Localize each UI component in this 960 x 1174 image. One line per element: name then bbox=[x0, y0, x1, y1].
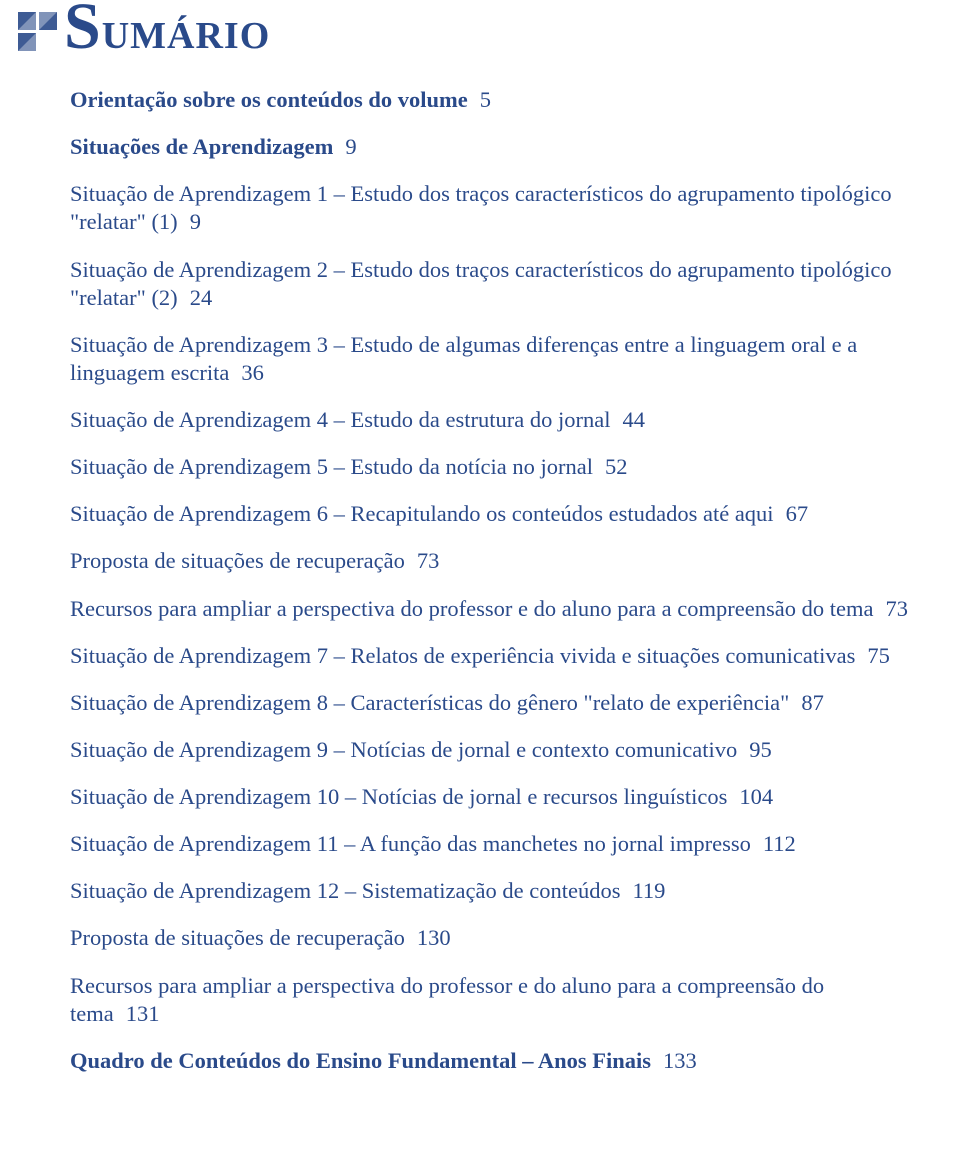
toc-entry: Situação de Aprendizagem 6 – Recapitulan… bbox=[70, 500, 916, 528]
toc-entry: Quadro de Conteúdos do Ensino Fundamenta… bbox=[70, 1047, 916, 1075]
toc-entry-text: Situação de Aprendizagem 4 – Estudo da e… bbox=[70, 407, 610, 432]
toc-list: Orientação sobre os conteúdos do volume 5… bbox=[70, 86, 916, 1075]
toc-entry-page: 73 bbox=[417, 548, 440, 573]
toc-entry: Situação de Aprendizagem 1 – Estudo dos … bbox=[70, 180, 916, 236]
toc-entry: Situação de Aprendizagem 9 – Notícias de… bbox=[70, 736, 916, 764]
toc-entry-text: Recursos para ampliar a perspectiva do p… bbox=[70, 973, 824, 1026]
toc-entry-page: 131 bbox=[126, 1001, 160, 1026]
toc-entry-page: 87 bbox=[801, 690, 824, 715]
toc-entry: Situação de Aprendizagem 4 – Estudo da e… bbox=[70, 406, 916, 434]
logo-icon bbox=[18, 12, 63, 54]
toc-entry-page: 73 bbox=[885, 596, 908, 621]
toc-entry: Situação de Aprendizagem 10 – Notícias d… bbox=[70, 783, 916, 811]
toc-entry: Orientação sobre os conteúdos do volume 5 bbox=[70, 86, 916, 114]
toc-entry-page: 5 bbox=[480, 87, 491, 112]
toc-entry-text: Situação de Aprendizagem 11 – A função d… bbox=[70, 831, 751, 856]
toc-entry-text: Orientação sobre os conteúdos do volume bbox=[70, 87, 468, 112]
toc-entry-page: 24 bbox=[190, 285, 213, 310]
toc-entry-page: 67 bbox=[786, 501, 809, 526]
title-rest: UMÁRIO bbox=[102, 15, 271, 57]
toc-entry-text: Situação de Aprendizagem 12 – Sistematiz… bbox=[70, 878, 620, 903]
toc-entry: Situação de Aprendizagem 3 – Estudo de a… bbox=[70, 331, 916, 387]
toc-entry-page: 9 bbox=[190, 209, 201, 234]
toc-entry: Situação de Aprendizagem 7 – Relatos de … bbox=[70, 642, 916, 670]
toc-entry-text: Situação de Aprendizagem 7 – Relatos de … bbox=[70, 643, 855, 668]
toc-entry: Situação de Aprendizagem 8 – Característ… bbox=[70, 689, 916, 717]
toc-entry-page: 130 bbox=[417, 925, 451, 950]
toc-entry: Situação de Aprendizagem 5 – Estudo da n… bbox=[70, 453, 916, 481]
toc-entry-page: 104 bbox=[739, 784, 773, 809]
toc-entry-text: Situação de Aprendizagem 9 – Notícias de… bbox=[70, 737, 737, 762]
page-title: SUMÁRIO bbox=[64, 4, 916, 58]
toc-entry-text: Situações de Aprendizagem bbox=[70, 134, 333, 159]
toc-entry-page: 36 bbox=[241, 360, 264, 385]
toc-entry: Recursos para ampliar a perspectiva do p… bbox=[70, 595, 916, 623]
toc-entry-page: 9 bbox=[345, 134, 356, 159]
toc-entry-page: 52 bbox=[605, 454, 628, 479]
toc-entry: Recursos para ampliar a perspectiva do p… bbox=[70, 972, 916, 1028]
toc-entry-text: Proposta de situações de recuperação bbox=[70, 925, 405, 950]
toc-entry-page: 95 bbox=[749, 737, 772, 762]
toc-entry-page: 75 bbox=[867, 643, 890, 668]
toc-entry-text: Situação de Aprendizagem 8 – Característ… bbox=[70, 690, 789, 715]
toc-entry-text: Quadro de Conteúdos do Ensino Fundamenta… bbox=[70, 1048, 651, 1073]
toc-entry-text: Situação de Aprendizagem 6 – Recapitulan… bbox=[70, 501, 774, 526]
toc-entry: Situação de Aprendizagem 2 – Estudo dos … bbox=[70, 256, 916, 312]
toc-entry-text: Recursos para ampliar a perspectiva do p… bbox=[70, 596, 873, 621]
toc-entry: Proposta de situações de recuperação 73 bbox=[70, 547, 916, 575]
toc-entry: Proposta de situações de recuperação 130 bbox=[70, 924, 916, 952]
toc-entry-page: 112 bbox=[763, 831, 796, 856]
toc-entry-page: 44 bbox=[622, 407, 645, 432]
toc-entry-page: 133 bbox=[663, 1048, 697, 1073]
toc-entry: Situação de Aprendizagem 11 – A função d… bbox=[70, 830, 916, 858]
toc-entry: Situação de Aprendizagem 12 – Sistematiz… bbox=[70, 877, 916, 905]
toc-entry-text: Situação de Aprendizagem 5 – Estudo da n… bbox=[70, 454, 593, 479]
title-first-letter: S bbox=[64, 0, 102, 63]
toc-entry-text: Proposta de situações de recuperação bbox=[70, 548, 405, 573]
toc-entry-text: Situação de Aprendizagem 3 – Estudo de a… bbox=[70, 332, 857, 385]
toc-entry-text: Situação de Aprendizagem 10 – Notícias d… bbox=[70, 784, 727, 809]
toc-entry: Situações de Aprendizagem 9 bbox=[70, 133, 916, 161]
toc-entry-page: 119 bbox=[632, 878, 665, 903]
